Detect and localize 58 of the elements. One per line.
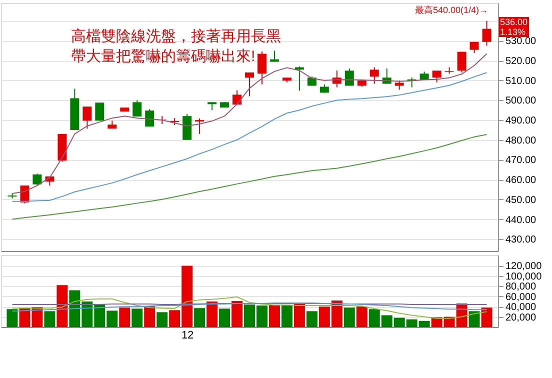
y-tick-label: 500.00 — [506, 96, 537, 107]
y-tick-label: 480.00 — [506, 135, 537, 146]
y-tick-label: 520.00 — [506, 56, 537, 68]
y-tick-label: 470.00 — [506, 155, 537, 166]
bar — [481, 308, 492, 327]
candlestick — [195, 118, 204, 134]
x-tick-label: 12 — [181, 330, 194, 342]
bar — [294, 304, 305, 327]
line-series — [12, 296, 488, 319]
candlestick — [32, 173, 42, 186]
candlestick — [245, 72, 254, 97]
annotation: 高檔雙陰線洗盤，接著再用長黑 — [71, 28, 281, 45]
bar — [344, 308, 355, 327]
y-tick-label: 120,000 — [506, 261, 542, 272]
line-series — [12, 72, 488, 202]
candlestick — [132, 100, 142, 117]
bar — [268, 305, 280, 327]
candlestick — [182, 114, 192, 140]
line-series — [12, 302, 488, 312]
bar — [56, 285, 68, 327]
bar — [44, 311, 56, 327]
y-tick-label: 460.00 — [506, 175, 537, 186]
candlestick — [457, 51, 466, 73]
y-tick-label: 100,000 — [506, 271, 542, 282]
y-tick-label: 490.00 — [506, 116, 537, 127]
text: 1.13% — [500, 27, 526, 37]
bar — [306, 311, 318, 327]
y-tick-label: 530.00 — [506, 36, 537, 48]
candlestick — [257, 50, 266, 85]
bar — [6, 309, 18, 327]
candlestick — [432, 70, 442, 83]
y-tick-label: 20,000 — [506, 312, 537, 324]
candlestick — [370, 66, 379, 84]
bar — [194, 308, 206, 327]
text: 536.00 — [500, 17, 528, 27]
candlestick — [82, 106, 92, 130]
y-tick-label: 40,000 — [506, 302, 537, 314]
line-series — [12, 134, 488, 220]
candlestick — [482, 20, 492, 46]
bar — [356, 306, 368, 327]
annotation: 最高540.00(1/4)→ — [414, 5, 488, 15]
bar — [219, 308, 230, 327]
bar — [206, 301, 218, 327]
y-tick-label: 430.00 — [506, 234, 537, 246]
bar — [144, 306, 156, 327]
y-tick-label: 440.00 — [506, 214, 537, 226]
y-tick-label: 80,000 — [506, 282, 537, 293]
bar — [156, 312, 168, 327]
y-tick-label: 60,000 — [506, 292, 537, 303]
bar — [232, 300, 243, 327]
bar — [119, 308, 130, 327]
bar — [468, 311, 480, 327]
bar — [281, 305, 292, 327]
y-tick-label: 510.00 — [506, 76, 537, 87]
candlestick — [95, 102, 104, 122]
y-tick-label: 450.00 — [506, 194, 537, 206]
bar — [132, 308, 143, 327]
annotation: 帶大量把驚嚇的籌碼嚇出來! — [71, 48, 256, 65]
